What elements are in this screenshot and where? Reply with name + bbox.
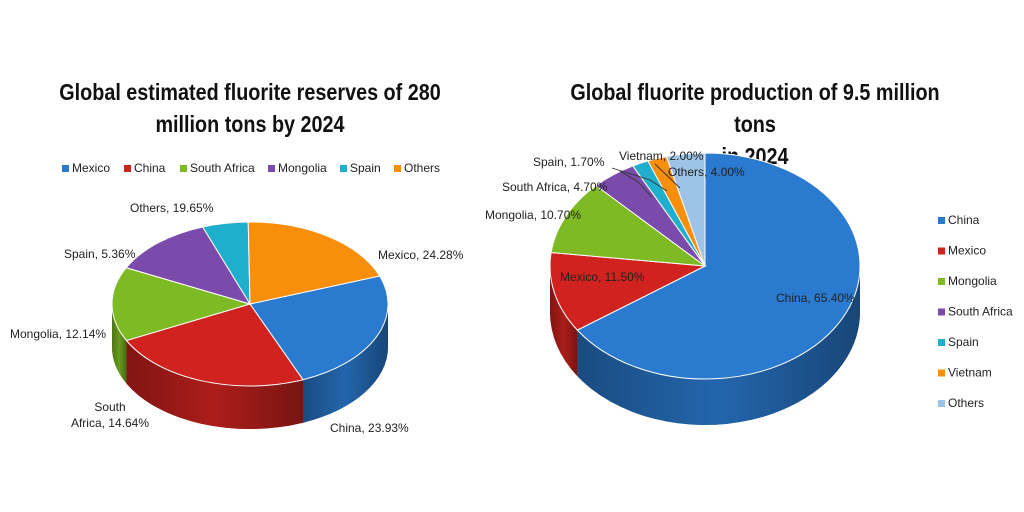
pie-slice-others bbox=[665, 152, 706, 267]
reserves-pie-chart: Mexico China South Africa Mongolia Spain Othe… bbox=[10, 161, 464, 435]
legend-1-south-africa-label: South Africa bbox=[190, 161, 255, 175]
leader-line bbox=[654, 163, 681, 189]
data-label-south-africa: South Africa, 4.70% bbox=[502, 180, 608, 194]
pie-slice-china bbox=[576, 152, 861, 380]
legend-1-others-label: Others bbox=[404, 161, 440, 175]
legend-2-mongolia-swatch bbox=[938, 278, 945, 285]
pie-slice-mexico bbox=[549, 252, 707, 331]
data-label-vietnam: Vietnam, 2.00% bbox=[619, 149, 704, 163]
data-label-china: China, 23.93% bbox=[330, 421, 409, 435]
legend-1-mongolia-label: Mongolia bbox=[278, 161, 327, 175]
legend-2-spain-label: Spain bbox=[948, 335, 979, 349]
data-label-spain: Spain, 1.70% bbox=[533, 155, 605, 169]
legend-2-others-label: Others bbox=[948, 396, 984, 410]
legend-2-vietnam-label: Vietnam bbox=[948, 366, 992, 380]
data-label-spain: Spain, 5.36% bbox=[64, 247, 136, 261]
legend-1-others-swatch bbox=[394, 165, 401, 172]
pie-side-shade-china bbox=[126, 340, 304, 429]
pie-slice-china bbox=[125, 303, 304, 387]
legend-1-south-africa-swatch bbox=[180, 165, 187, 172]
pie-slice-others bbox=[247, 221, 381, 305]
legend-2-south-africa-swatch bbox=[938, 308, 945, 316]
legend-2-china-swatch bbox=[938, 217, 945, 224]
legend-2-mexico-label: Mexico bbox=[948, 244, 986, 258]
pie-side-shade-mexico bbox=[550, 266, 578, 377]
legend-1-mongolia-swatch bbox=[268, 165, 275, 172]
data-label-mexico: Mexico, 24.28% bbox=[378, 248, 464, 262]
pie-slice-south-africa bbox=[111, 267, 252, 342]
legend-1-china-swatch bbox=[124, 165, 131, 172]
data-label-mexico: Mexico, 11.50% bbox=[560, 270, 645, 284]
legend-2-spain-swatch bbox=[938, 339, 945, 346]
chart-1-title-line-1: Global estimated fluorite reserves of 28… bbox=[59, 79, 441, 105]
chart-2-title-line-1: Global fluorite production of 9.5 millio… bbox=[570, 79, 940, 137]
legend-2-south-africa-label: South Africa bbox=[948, 305, 1013, 319]
legend-2-mongolia-label: Mongolia bbox=[948, 274, 997, 288]
data-label-mongolia: Mongolia, 12.14% bbox=[10, 327, 106, 341]
legend-1-china-label: China bbox=[134, 161, 166, 175]
legend-2-others-swatch bbox=[938, 400, 945, 407]
data-label-mongolia: Mongolia, 10.70% bbox=[485, 208, 581, 222]
legend-1-mexico-swatch bbox=[62, 165, 69, 172]
production-pie-chart: China Mexico Mongolia South Africa Spain Viet… bbox=[485, 149, 1013, 425]
legend-2-mexico-swatch bbox=[938, 247, 945, 255]
chart-1-title: Global estimated fluorite reserves of 28… bbox=[52, 76, 448, 140]
leader-line bbox=[611, 167, 668, 192]
pie-slice-mongolia bbox=[550, 184, 707, 267]
legend-1-mexico-label: Mexico bbox=[72, 161, 110, 175]
legend-1-spain-label: Spain bbox=[350, 161, 381, 175]
data-label-south-africa: South Africa, 14.64% bbox=[71, 400, 149, 430]
data-label-china: China, 65.40% bbox=[776, 291, 855, 305]
data-label-others: Others, 4.00% bbox=[668, 165, 745, 179]
pie-slice-mexico bbox=[249, 275, 389, 381]
pie-side-shade-china bbox=[577, 266, 860, 425]
chart-1-title-line-2: million tons by 2024 bbox=[155, 111, 345, 137]
legend-1-spain-swatch bbox=[340, 165, 347, 172]
legend-2-china-label: China bbox=[948, 213, 980, 227]
data-label-others: Others, 19.65% bbox=[130, 201, 214, 215]
leader-line bbox=[619, 170, 653, 198]
pie-slice-mongolia bbox=[125, 226, 252, 305]
legend-2-vietnam-swatch bbox=[938, 369, 945, 377]
